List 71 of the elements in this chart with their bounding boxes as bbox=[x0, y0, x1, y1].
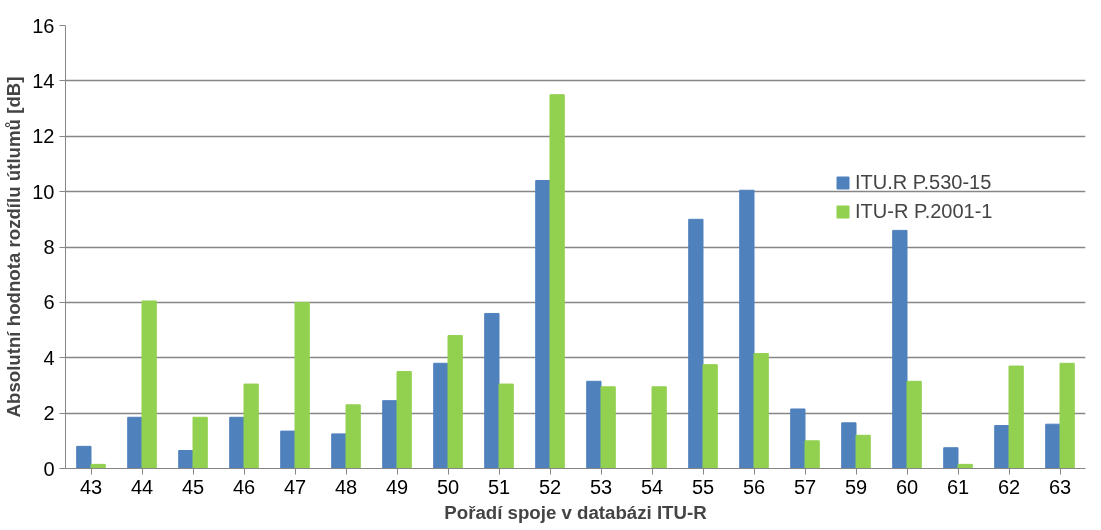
x-tick-label: 51 bbox=[487, 475, 511, 498]
y-tick-label: 10 bbox=[32, 180, 55, 203]
x-tick-label: 59 bbox=[844, 475, 868, 498]
x-tick-label: 62 bbox=[997, 475, 1021, 498]
bar bbox=[1045, 423, 1061, 469]
y-tick-label: 0 bbox=[43, 457, 55, 480]
bar bbox=[586, 380, 602, 469]
bar bbox=[943, 447, 959, 469]
x-tick-label: 53 bbox=[589, 475, 613, 498]
bar bbox=[957, 463, 973, 469]
bar bbox=[127, 416, 143, 469]
x-tick-label: 60 bbox=[895, 475, 919, 498]
bar bbox=[549, 94, 565, 469]
y-axis-title: Absolutní hodnota rozdílu útlumů [dB] bbox=[3, 76, 25, 418]
bar bbox=[280, 430, 296, 469]
bar bbox=[484, 312, 500, 469]
bar bbox=[841, 422, 857, 469]
bar bbox=[229, 416, 245, 469]
bar bbox=[1008, 365, 1024, 469]
x-tick-label: 56 bbox=[742, 475, 766, 498]
x-tick-label: 46 bbox=[232, 475, 256, 498]
x-tick-label: 54 bbox=[640, 475, 664, 498]
x-tick-label: 50 bbox=[436, 475, 460, 498]
x-tick-label: 49 bbox=[385, 475, 409, 498]
bar bbox=[192, 416, 208, 469]
y-tick-label: 12 bbox=[32, 125, 55, 148]
x-tick-label: 44 bbox=[130, 475, 154, 498]
y-tick-label: 4 bbox=[43, 346, 55, 369]
bar bbox=[804, 440, 820, 469]
x-tick-label: 61 bbox=[946, 475, 970, 498]
bar bbox=[600, 386, 616, 469]
bar bbox=[739, 189, 755, 469]
legend-label: ITU.R P.530-15 bbox=[855, 171, 992, 194]
bar bbox=[90, 463, 106, 469]
bar bbox=[1059, 362, 1075, 469]
bar bbox=[994, 425, 1010, 469]
bar bbox=[651, 386, 667, 469]
y-tick-label: 14 bbox=[32, 69, 55, 92]
bar bbox=[382, 400, 398, 469]
bar bbox=[892, 229, 908, 469]
x-tick-label: 52 bbox=[538, 475, 562, 498]
bar bbox=[688, 218, 704, 469]
bar bbox=[790, 408, 806, 469]
y-tick-label: 8 bbox=[43, 236, 55, 258]
x-tick-label: 48 bbox=[334, 475, 358, 498]
bar bbox=[702, 364, 718, 469]
bar bbox=[753, 353, 769, 469]
x-tick-label: 47 bbox=[283, 475, 307, 498]
x-axis-title: Pořadí spoje v databázi ITU-R bbox=[444, 501, 708, 523]
bar bbox=[498, 383, 514, 469]
bar bbox=[906, 380, 922, 469]
x-tick-label: 43 bbox=[79, 475, 103, 498]
bar bbox=[447, 335, 463, 469]
bar bbox=[396, 371, 412, 469]
legend-label: ITU-R P.2001-1 bbox=[855, 200, 993, 223]
bar bbox=[294, 301, 310, 469]
bar bbox=[433, 362, 449, 469]
x-tick-label: 63 bbox=[1048, 475, 1072, 498]
x-tick-label: 55 bbox=[691, 475, 715, 498]
bar bbox=[855, 434, 871, 469]
bar bbox=[141, 300, 157, 469]
y-tick-label: 2 bbox=[43, 402, 55, 425]
bar bbox=[331, 433, 347, 469]
y-tick-label: 16 bbox=[32, 14, 55, 37]
x-tick-label: 45 bbox=[181, 475, 205, 498]
bar bbox=[345, 404, 361, 469]
bar bbox=[243, 383, 259, 469]
y-tick-label: 6 bbox=[43, 291, 55, 314]
x-tick-label: 57 bbox=[793, 475, 817, 498]
bar bbox=[535, 180, 551, 469]
bar bbox=[76, 445, 92, 469]
